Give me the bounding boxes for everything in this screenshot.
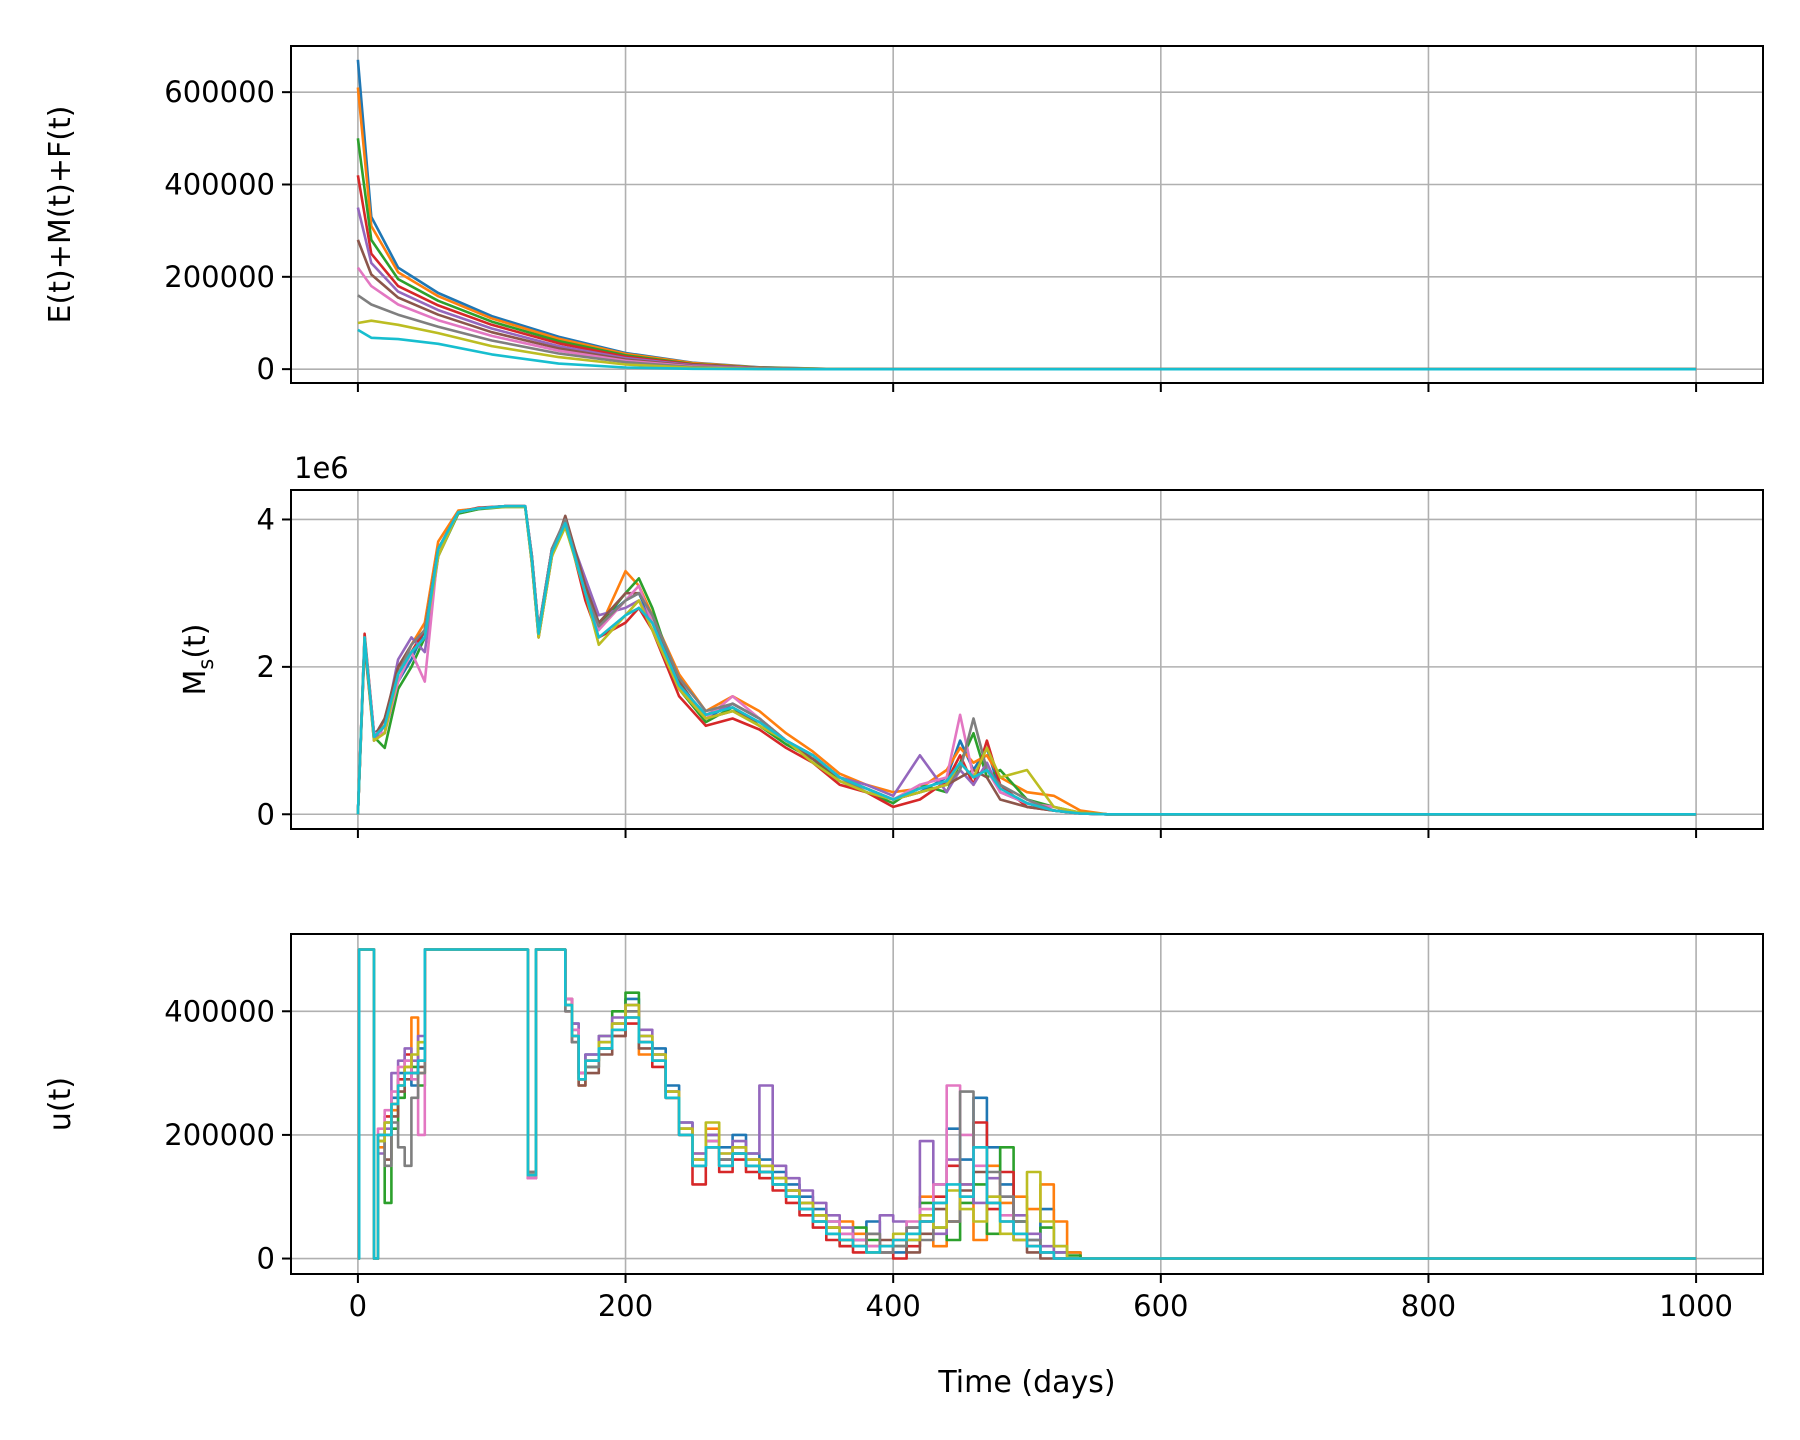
y-tick-label: 200000 (164, 1118, 275, 1152)
y-ticks: 0 200000 400000 600000 (164, 75, 291, 386)
x-ticks (356, 829, 1698, 838)
panel-control-u: 0 200000 400000 0 200 400 600 800 1000 u(t) (43, 933, 1764, 1323)
series-line (357, 948, 1697, 1260)
axes-frame (290, 45, 1764, 384)
x-tick-label: 600 (1133, 1289, 1188, 1323)
series-lines (357, 948, 1697, 1260)
panel-sterile-males: 0 2 4 Ms(t) 1e6 (178, 451, 1764, 838)
y-tick-label: 200000 (164, 260, 275, 294)
x-ticks: 0 200 400 600 800 1000 (349, 1274, 1733, 1323)
y-tick-label: 400000 (164, 167, 275, 201)
axes-frame (290, 933, 1764, 1275)
series-line (357, 948, 1697, 1260)
y-axis-label: u(t) (43, 1077, 78, 1131)
y-ticks: 0 2 4 (257, 502, 291, 831)
y-tick-label: 0 (257, 352, 275, 386)
y-tick-label: 2 (257, 650, 275, 684)
x-tick-label: 400 (866, 1289, 921, 1323)
x-axis-label: Time (days) (937, 1365, 1115, 1400)
x-tick-label: 800 (1401, 1289, 1456, 1323)
series-line (357, 328, 1697, 371)
y-tick-label: 0 (257, 1242, 275, 1276)
y-tick-label: 600000 (164, 75, 275, 109)
x-ticks (356, 383, 1698, 392)
y-offset-label: 1e6 (294, 451, 349, 485)
series-lines (356, 504, 1697, 816)
y-axis-label-tail: (t) (178, 623, 213, 658)
x-tick-label: 1000 (1659, 1289, 1733, 1323)
y-axis-label: E(t)+M(t)+F(t) (43, 106, 78, 324)
y-axis-label-main: M (178, 670, 213, 696)
y-tick-label: 0 (257, 797, 275, 831)
x-tick-label: 0 (349, 1289, 367, 1323)
series-line (356, 504, 1697, 816)
axes-frame (290, 489, 1764, 830)
y-axis-label-subscript: s (194, 659, 218, 670)
panel-total-population: 0 200000 400000 600000 E(t)+M(t)+F(t) (43, 45, 1764, 392)
y-tick-label: 400000 (164, 994, 275, 1028)
y-ticks: 0 200000 400000 (164, 994, 291, 1276)
series-lines (356, 59, 1697, 371)
y-tick-label: 4 (257, 502, 275, 536)
x-tick-label: 200 (598, 1289, 653, 1323)
y-axis-label: Ms(t) (178, 623, 218, 695)
